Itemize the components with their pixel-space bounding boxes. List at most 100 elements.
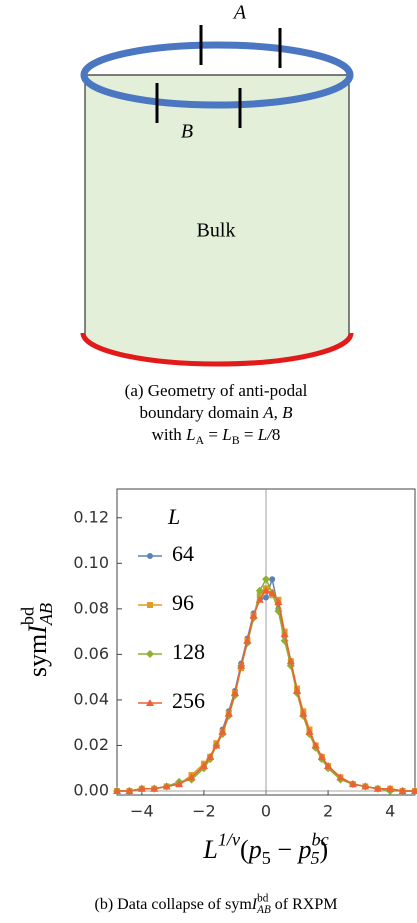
rich-text: with LA = LB = L/8 <box>152 425 281 447</box>
legend-label: 64 <box>172 541 194 566</box>
point <box>218 727 227 735</box>
text-segment: = <box>204 425 222 444</box>
text-segment: 5 <box>310 848 319 868</box>
text-segment: AB <box>256 903 271 915</box>
x-tick-label: −2 <box>192 802 216 821</box>
text-segment: p <box>296 835 311 864</box>
point <box>146 650 154 658</box>
chart: 0.00 0.02 0.04 0.06 0.08 0.10 0.12 −4 −2 0 2 4 L 64 96… <box>18 488 417 915</box>
point <box>137 784 146 792</box>
y-tick-label: 0.06 <box>73 644 109 663</box>
point <box>348 780 357 788</box>
point <box>262 586 270 594</box>
text-segment: (a) Geometry of anti-podal <box>125 381 308 400</box>
point <box>280 629 289 637</box>
point <box>230 689 239 697</box>
y-tick-label: 0.10 <box>73 553 109 572</box>
text-segment: A, B <box>262 403 293 422</box>
legend-title: L <box>167 504 180 529</box>
x-tick-label: 0 <box>261 802 271 821</box>
text-segment: bc <box>311 830 328 850</box>
y-tick-label: 0.00 <box>73 781 109 800</box>
cylinder-diagram: A B Bulk <box>80 2 354 367</box>
y-tick-label: 0.02 <box>73 735 109 754</box>
text-segment: AB <box>36 603 56 626</box>
point <box>147 553 153 559</box>
rich-text: L1/ν(p5 − pbc 5) <box>202 830 328 868</box>
point <box>113 787 121 794</box>
text-segment: 5 <box>262 848 271 868</box>
text-segment: B <box>232 433 240 447</box>
text-segment: L <box>185 425 195 444</box>
bottom-boundary <box>80 332 354 367</box>
point <box>324 761 333 769</box>
y-tick-label: 0.12 <box>73 507 109 526</box>
point <box>263 594 269 601</box>
x-tick-label: 4 <box>385 802 395 821</box>
legend-label: 256 <box>172 688 205 713</box>
point <box>305 727 314 735</box>
point <box>199 761 208 769</box>
label-a: A <box>232 2 247 24</box>
point <box>268 588 277 596</box>
text-segment: sym <box>23 634 52 677</box>
point <box>162 782 171 790</box>
text-segment: ( <box>240 835 249 864</box>
text-segment: L <box>221 425 231 444</box>
point <box>373 784 382 792</box>
point <box>411 787 417 794</box>
y-tick-label: 0.04 <box>73 689 109 708</box>
point <box>150 784 159 792</box>
rich-text: (a) Geometry of anti-podal <box>125 381 308 400</box>
text-segment: ) <box>320 835 329 864</box>
text-segment: 1/ν <box>218 830 241 850</box>
point <box>256 592 263 599</box>
top-boundary <box>80 41 354 109</box>
rich-text: (b) Data collapse of symIbd AB of RXPM <box>95 892 338 915</box>
point <box>286 657 295 665</box>
text-segment: bd <box>257 892 269 904</box>
x-tick-label: −4 <box>130 802 154 821</box>
text-segment: I <box>23 624 52 635</box>
point <box>317 752 326 760</box>
text-segment: of RXPM <box>271 896 338 913</box>
y-tick-label: 0.08 <box>73 598 109 617</box>
point <box>125 787 134 794</box>
label-b: B <box>181 121 193 143</box>
point <box>299 709 308 717</box>
point <box>311 741 320 749</box>
rich-text: boundary domain A, B <box>140 403 294 422</box>
text-segment: with <box>152 425 186 444</box>
text-segment: L/ <box>257 425 274 444</box>
point <box>206 752 215 760</box>
point <box>175 780 184 788</box>
text-segment: = <box>240 425 258 444</box>
point <box>269 576 276 583</box>
point <box>255 586 264 595</box>
point <box>249 611 258 619</box>
point <box>361 782 370 790</box>
point <box>187 773 196 781</box>
point <box>398 787 407 794</box>
text-segment: I <box>251 896 258 913</box>
legend-label: 128 <box>172 639 205 664</box>
text-segment: 8 <box>272 425 281 444</box>
point <box>274 598 283 606</box>
point <box>386 784 395 792</box>
point <box>212 741 221 749</box>
text-segment: p <box>247 835 262 864</box>
point <box>336 773 345 781</box>
text-segment: A <box>196 433 205 447</box>
text-segment: (b) Data collapse of sym <box>95 896 253 913</box>
rich-text: symIbdAB <box>18 603 56 677</box>
point <box>293 686 302 694</box>
text-segment: − <box>271 835 299 864</box>
text-segment: bd <box>18 607 38 625</box>
text-segment: L <box>202 835 217 864</box>
x-tick-label: 2 <box>323 802 333 821</box>
point <box>255 595 264 603</box>
point <box>237 661 246 669</box>
point <box>147 602 153 608</box>
point <box>146 699 154 706</box>
